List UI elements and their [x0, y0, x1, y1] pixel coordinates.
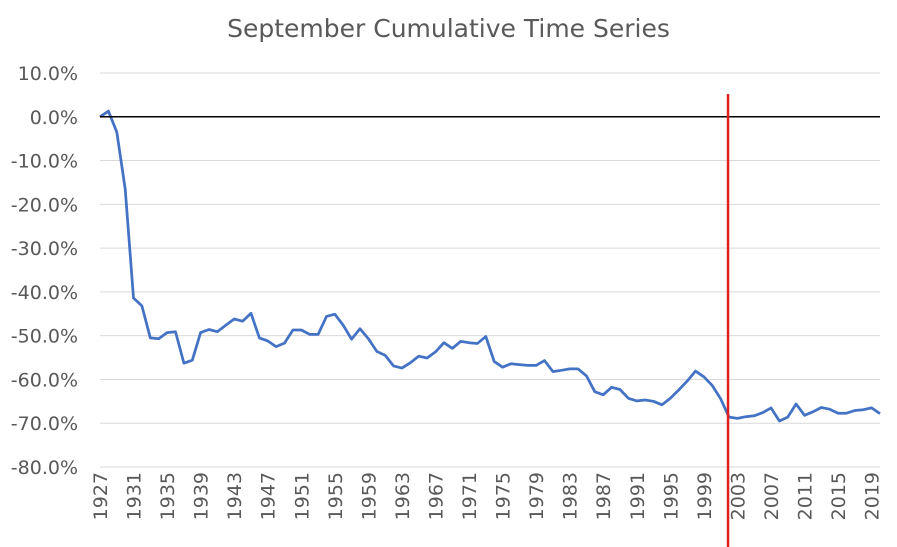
x-tick-label: 1987	[593, 472, 615, 520]
y-tick-label: -70.0%	[11, 413, 78, 435]
x-tick-label: 2011	[795, 472, 817, 520]
x-tick-label: 2003	[727, 472, 749, 520]
x-tick-label: 1999	[694, 472, 716, 520]
grid-lines	[100, 72, 880, 468]
x-tick-label: 1975	[493, 472, 515, 520]
y-axis: 10.0% 0.0% -10.0% -20.0% -30.0% -40.0% -50.0% -…	[11, 63, 78, 479]
y-tick-label: -20.0%	[11, 194, 78, 216]
x-tick-label: 1939	[191, 472, 213, 520]
reference-lines	[100, 94, 880, 547]
x-tick-label: 1943	[224, 472, 246, 520]
y-tick-label: -10.0%	[11, 151, 78, 173]
series-layer	[99, 109, 881, 423]
x-tick-label: 1963	[392, 472, 414, 520]
y-tick-label: -40.0%	[11, 282, 78, 304]
x-tick-label: 1951	[291, 472, 313, 520]
x-axis: 1927 1931 1935 1939 1943 1947 1951 1955 1959 1963…	[90, 466, 884, 520]
y-tick-label: 10.0%	[18, 63, 78, 85]
x-tick-label: 2019	[862, 472, 884, 520]
x-tick-label: 1927	[90, 472, 112, 520]
x-tick-label: 1995	[660, 472, 682, 520]
y-tick-label: -50.0%	[11, 326, 78, 348]
x-tick-label: 2015	[828, 472, 850, 520]
x-tick-label: 1955	[325, 472, 347, 520]
x-tick-label: 2007	[761, 472, 783, 520]
x-tick-label: 1935	[157, 472, 179, 520]
x-tick-label: 1967	[425, 472, 447, 520]
y-tick-label: -60.0%	[11, 369, 78, 391]
chart-title: September Cumulative Time Series	[227, 14, 670, 43]
series-line	[99, 109, 881, 423]
x-tick-label: 1991	[627, 472, 649, 520]
x-tick-label: 1983	[560, 472, 582, 520]
x-tick-label: 1959	[358, 472, 380, 520]
x-tick-label: 1971	[459, 472, 481, 520]
y-tick-label: -80.0%	[11, 457, 78, 479]
x-tick-label: 1931	[124, 472, 146, 520]
y-tick-label: 0.0%	[30, 107, 78, 129]
x-tick-label: 1979	[526, 472, 548, 520]
y-tick-label: -30.0%	[11, 238, 78, 260]
x-tick-label: 1947	[258, 472, 280, 520]
